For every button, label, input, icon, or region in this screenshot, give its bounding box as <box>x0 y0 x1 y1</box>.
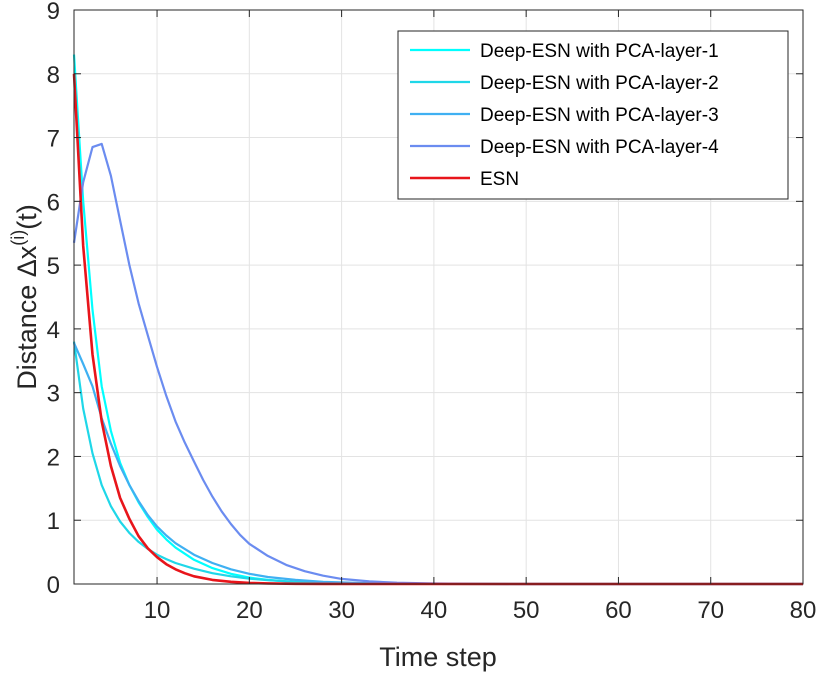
plot-frame <box>73 9 804 585</box>
legend-item: Deep-ESN with PCA-layer-1 <box>410 41 719 62</box>
y-tick-label: 4 <box>47 317 60 344</box>
x-tick-label: 10 <box>144 597 171 624</box>
x-tick-label: 70 <box>697 597 724 624</box>
y-tick-label: 2 <box>47 444 60 471</box>
x-tick-label: 30 <box>328 597 355 624</box>
y-axis-title: Distance Δx(i)(t) <box>8 204 42 390</box>
legend-label: Deep-ESN with PCA-layer-3 <box>480 105 719 126</box>
legend-label: Deep-ESN with PCA-layer-2 <box>480 73 719 94</box>
y-tick-label: 1 <box>47 508 60 535</box>
y-axis-title-var: x <box>12 245 42 259</box>
legend-label: Deep-ESN with PCA-layer-4 <box>480 137 719 158</box>
x-axis: 10 20 30 40 50 60 70 80 <box>144 10 817 624</box>
legend: Deep-ESN with PCA-layer-1 Deep-ESN with P… <box>397 30 789 200</box>
y-tick-label: 0 <box>47 572 60 599</box>
legend-label: Deep-ESN with PCA-layer-1 <box>480 41 719 62</box>
y-axis-title-superscript: (i) <box>8 230 28 246</box>
legend-item: Deep-ESN with PCA-layer-2 <box>410 73 719 94</box>
legend-label: ESN <box>480 169 519 190</box>
y-tick-label: 8 <box>47 62 60 89</box>
y-tick-label: 9 <box>47 0 60 25</box>
y-tick-label: 5 <box>47 253 60 280</box>
legend-item: ESN <box>410 169 519 190</box>
y-axis-title-suffix: (t) <box>12 204 42 229</box>
x-tick-label: 20 <box>236 597 263 624</box>
y-axis: 0 1 2 3 4 5 6 7 8 9 <box>47 0 803 599</box>
legend-item: Deep-ESN with PCA-layer-3 <box>410 105 719 126</box>
legend-items: Deep-ESN with PCA-layer-1 Deep-ESN with P… <box>410 41 719 190</box>
y-tick-label: 3 <box>47 381 60 408</box>
y-axis-title-prefix: Distance <box>12 277 42 390</box>
legend-item: Deep-ESN with PCA-layer-4 <box>410 137 719 158</box>
x-tick-label: 60 <box>605 597 632 624</box>
y-tick-label: 6 <box>47 189 60 216</box>
x-tick-label: 80 <box>790 597 817 624</box>
y-tick-label: 7 <box>47 126 60 153</box>
y-axis-title-delta: Δ <box>12 259 42 277</box>
x-tick-label: 50 <box>513 597 540 624</box>
x-axis-title: Time step <box>379 642 497 672</box>
x-tick-label: 40 <box>421 597 448 624</box>
